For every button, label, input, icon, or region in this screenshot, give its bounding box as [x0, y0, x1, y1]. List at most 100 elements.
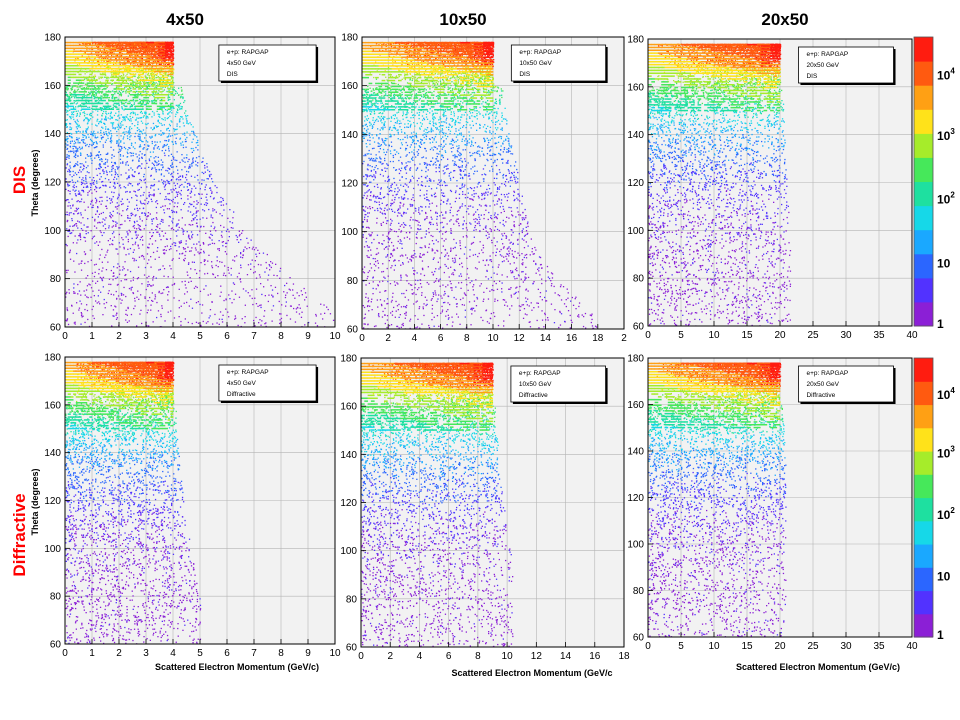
density-point — [80, 212, 82, 214]
density-point — [108, 179, 110, 181]
density-point — [205, 204, 208, 206]
density-point — [147, 247, 149, 249]
density-point — [160, 130, 162, 132]
density-point — [139, 101, 141, 103]
density-point — [87, 78, 90, 80]
density-point — [111, 325, 113, 327]
density-point — [132, 276, 135, 279]
density-point — [147, 51, 149, 53]
density-point — [128, 61, 130, 63]
density-point — [78, 201, 81, 203]
density-point — [132, 225, 134, 228]
density-point — [166, 74, 168, 76]
density-point — [75, 95, 77, 97]
density-point — [135, 214, 137, 216]
density-point — [289, 277, 291, 279]
density-point — [138, 57, 141, 59]
density-point — [78, 307, 81, 309]
density-point — [80, 105, 82, 107]
density-point — [202, 161, 204, 163]
density-point — [127, 51, 129, 53]
density-point — [116, 284, 119, 286]
density-point — [195, 142, 198, 144]
density-point — [82, 136, 84, 138]
density-point — [170, 310, 172, 312]
density-point — [171, 199, 173, 202]
density-point — [173, 86, 175, 88]
density-point — [264, 295, 266, 297]
density-point — [147, 83, 149, 85]
density-point — [123, 109, 125, 111]
density-point — [66, 291, 68, 293]
density-point — [122, 43, 124, 46]
density-point — [115, 277, 117, 280]
density-point — [154, 167, 156, 169]
density-point — [129, 217, 131, 219]
density-point — [243, 249, 245, 251]
density-point — [153, 178, 155, 180]
density-point — [98, 301, 100, 303]
density-point — [68, 150, 70, 153]
density-point — [85, 186, 87, 188]
density-point — [148, 275, 150, 278]
density-point — [98, 121, 100, 123]
density-point — [199, 244, 201, 246]
density-point — [158, 46, 161, 49]
density-point — [132, 99, 135, 101]
density-point — [273, 274, 275, 276]
density-point — [170, 268, 172, 270]
density-point — [121, 49, 123, 51]
density-point — [151, 75, 153, 77]
density-point — [76, 252, 78, 255]
density-point — [110, 72, 112, 74]
density-point — [151, 57, 153, 59]
density-point — [156, 70, 158, 72]
density-point — [231, 302, 233, 304]
density-point — [125, 131, 127, 133]
density-point — [69, 97, 71, 99]
density-point — [152, 277, 154, 279]
density-point — [106, 106, 109, 108]
density-point — [182, 122, 185, 124]
density-point — [120, 141, 122, 143]
density-point — [170, 120, 172, 122]
density-point — [101, 43, 103, 45]
density-point — [168, 96, 171, 98]
density-point — [107, 117, 109, 119]
density-point — [140, 92, 142, 95]
density-point — [139, 137, 141, 139]
density-point — [129, 231, 131, 233]
density-point — [80, 294, 82, 296]
density-point — [187, 189, 189, 191]
density-point — [211, 267, 214, 269]
density-point — [141, 80, 144, 82]
density-point — [107, 57, 109, 60]
density-point — [226, 242, 228, 244]
density-point — [219, 213, 221, 215]
density-point — [137, 290, 139, 292]
density-point — [136, 48, 138, 51]
density-point — [136, 236, 138, 238]
density-point — [93, 95, 95, 97]
density-point — [305, 296, 307, 298]
density-point — [104, 95, 106, 97]
density-point — [191, 247, 193, 249]
density-point — [130, 287, 132, 289]
density-point — [117, 145, 119, 147]
density-point — [134, 84, 137, 86]
density-point — [281, 304, 283, 306]
density-point — [128, 147, 130, 149]
density-point — [171, 81, 174, 83]
density-point — [168, 148, 170, 150]
density-point — [174, 202, 176, 204]
density-point — [187, 236, 190, 238]
density-point — [279, 319, 281, 321]
density-point — [164, 52, 166, 54]
density-point — [145, 61, 147, 63]
density-point — [85, 180, 87, 182]
density-point — [141, 157, 143, 159]
density-point — [79, 105, 81, 107]
density-point — [82, 140, 84, 143]
density-point — [90, 189, 92, 191]
density-point — [150, 198, 152, 200]
